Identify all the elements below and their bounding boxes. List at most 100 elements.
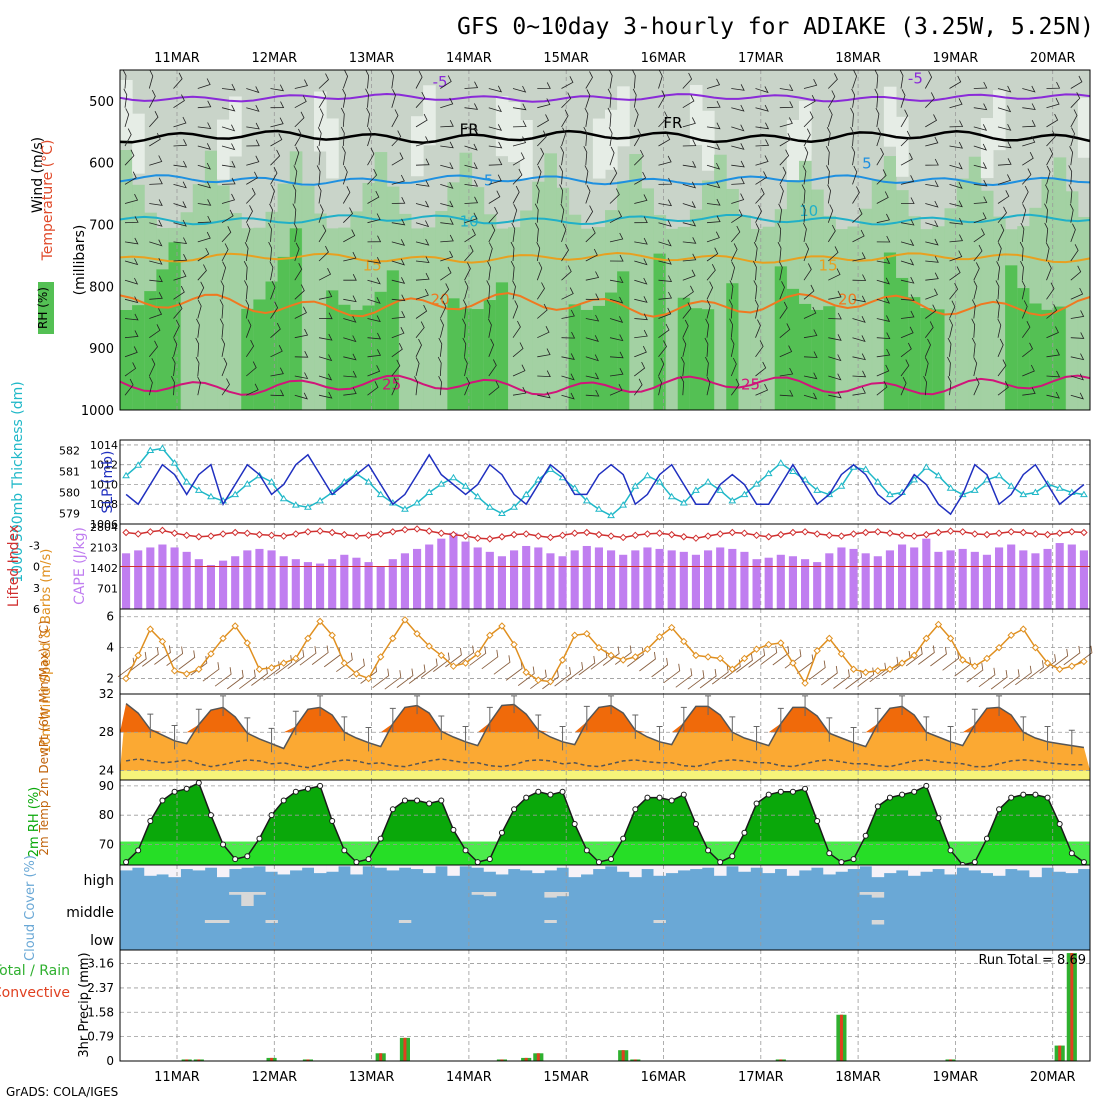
wind-barb bbox=[658, 220, 672, 227]
thickness-point bbox=[364, 478, 373, 485]
wind-speed-point bbox=[328, 631, 336, 639]
wind-barb bbox=[730, 337, 735, 357]
thickness-point bbox=[643, 471, 652, 479]
wind-barb bbox=[827, 184, 832, 204]
slp-tick: 1012 bbox=[90, 459, 118, 472]
lifted-index-point bbox=[170, 529, 179, 537]
wind-barb-10m bbox=[711, 665, 729, 685]
precip-convective-bar bbox=[839, 1014, 843, 1061]
rh-saturated-column bbox=[265, 281, 279, 410]
rh2m-point bbox=[414, 797, 421, 804]
wind-barb bbox=[464, 280, 469, 300]
wind-barb bbox=[1046, 165, 1051, 185]
thickness-point bbox=[425, 488, 434, 495]
cape-bar bbox=[510, 550, 519, 609]
wind-barb-10m bbox=[675, 668, 693, 688]
cloud-gap bbox=[386, 865, 400, 871]
wind-barb bbox=[246, 383, 259, 396]
wind-barb bbox=[925, 92, 935, 108]
temp-minmax-bar bbox=[195, 708, 202, 734]
wind-barb bbox=[1046, 304, 1058, 319]
lifted-index-point bbox=[219, 530, 227, 538]
wind-barb bbox=[779, 133, 792, 147]
wind-barb bbox=[900, 152, 913, 166]
thickness-point bbox=[122, 471, 130, 479]
wind-barb bbox=[294, 351, 309, 358]
wind-barb bbox=[294, 284, 305, 300]
wind-barb bbox=[124, 378, 134, 396]
lifted-index-point bbox=[570, 529, 579, 537]
wind-barb bbox=[367, 190, 380, 204]
lifted-index-point bbox=[304, 528, 312, 536]
wind-barb-10m bbox=[457, 645, 475, 665]
rh-moist-column bbox=[847, 226, 861, 410]
wind-barb bbox=[367, 332, 382, 340]
wind-barb bbox=[464, 212, 478, 224]
thickness-point bbox=[522, 490, 531, 498]
wind-barb bbox=[949, 318, 953, 338]
rh2m-point bbox=[983, 835, 990, 842]
wind-barb bbox=[900, 377, 907, 396]
wind-barb bbox=[464, 143, 478, 151]
x-tick-top-label: 14MAR bbox=[446, 51, 492, 66]
wind-barb bbox=[173, 254, 188, 262]
rh-saturated-column bbox=[483, 300, 497, 410]
wind-barb bbox=[342, 186, 351, 204]
wind-barb bbox=[196, 318, 200, 338]
cloud-gap bbox=[289, 865, 303, 871]
cloud-gap bbox=[192, 865, 206, 871]
wind-barb bbox=[512, 204, 518, 223]
wind-barb bbox=[367, 277, 381, 285]
x-tick-top-label: 15MAR bbox=[543, 51, 589, 66]
wind-barb bbox=[340, 126, 345, 147]
cloud-gap bbox=[605, 865, 618, 867]
rh2m-point bbox=[692, 820, 699, 827]
wind-barb bbox=[391, 197, 406, 204]
wind-barb bbox=[512, 103, 527, 111]
wind-barb-10m bbox=[627, 647, 644, 667]
x-tick-bottom-label: 12MAR bbox=[251, 1070, 297, 1085]
wind-barb bbox=[391, 343, 403, 358]
wind-barb bbox=[488, 141, 503, 149]
wind-barb bbox=[512, 152, 525, 166]
temp-minmax-bar bbox=[171, 725, 178, 750]
contour-label: FR bbox=[663, 114, 682, 132]
rh2m-point bbox=[183, 785, 190, 792]
wind-speed-point bbox=[692, 651, 700, 660]
wind-barb bbox=[924, 357, 929, 377]
wind-barb bbox=[440, 75, 452, 89]
wind-barb bbox=[753, 241, 758, 262]
wind-barb bbox=[607, 88, 612, 108]
thickness-point bbox=[837, 482, 846, 489]
temp-minmax-bar bbox=[996, 695, 1003, 716]
wind-barb bbox=[488, 158, 503, 166]
wind-tick: 6 bbox=[106, 610, 114, 624]
wind-barb bbox=[634, 216, 648, 224]
wind-barb bbox=[390, 69, 395, 89]
wind-barb bbox=[439, 300, 447, 319]
wind-barb bbox=[731, 193, 745, 204]
wind-barb bbox=[827, 108, 833, 128]
lifted-index-point bbox=[231, 528, 239, 537]
cloud-gap bbox=[932, 865, 945, 870]
wind-barb bbox=[706, 281, 714, 300]
wind-barb bbox=[512, 168, 523, 185]
cloud-gap bbox=[544, 865, 557, 871]
wind-barb bbox=[245, 339, 255, 358]
lifted-index-point bbox=[655, 529, 664, 537]
rh2m-point bbox=[171, 788, 178, 795]
wind-barb bbox=[585, 205, 594, 223]
rh-moist-column bbox=[665, 228, 679, 410]
rh-saturated-column bbox=[580, 309, 594, 410]
cape-bar bbox=[1079, 550, 1088, 609]
ylabel-rh2m: 2m RH (%) bbox=[27, 787, 42, 858]
rh2m-tick: 90 bbox=[99, 779, 114, 793]
rh2m-point bbox=[947, 847, 954, 854]
cloud-gap bbox=[398, 865, 412, 868]
wind-barb bbox=[488, 190, 501, 204]
ylabel-temperature: Temperature (°C) bbox=[40, 140, 56, 262]
wind-barb bbox=[634, 296, 648, 303]
wind-barb bbox=[149, 133, 161, 147]
precip-tick: 3.16 bbox=[87, 957, 114, 971]
wind-barb bbox=[440, 182, 454, 189]
